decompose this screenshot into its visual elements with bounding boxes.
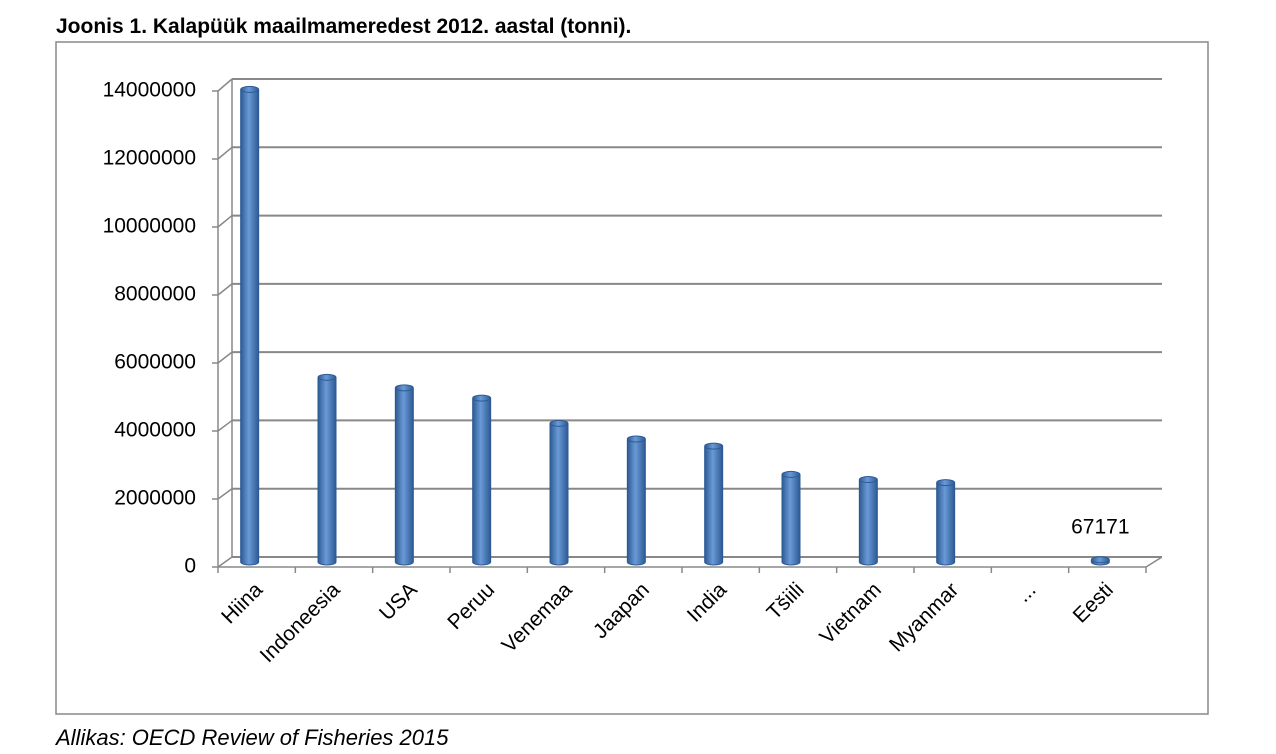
- x-tick-label: Peruu: [443, 578, 499, 634]
- bar: [626, 435, 646, 566]
- x-tick-label: Myanmar: [885, 578, 963, 656]
- y-tick-label: 8000000: [114, 283, 196, 306]
- y-tick-label: 4000000: [114, 419, 196, 442]
- x-tick-label: USA: [375, 578, 422, 625]
- bar: [394, 384, 414, 566]
- bar: [1090, 556, 1110, 566]
- source-note: Allikas: OECD Review of Fisheries 2015: [54, 725, 449, 750]
- grid-line-side: [217, 146, 233, 160]
- y-tick-label: 10000000: [103, 215, 196, 238]
- y-tick-label: 0: [184, 555, 196, 578]
- y-tick-label: 14000000: [103, 79, 196, 102]
- bar: [240, 85, 260, 566]
- y-tick-label: 12000000: [103, 147, 196, 170]
- bar: [858, 476, 878, 566]
- x-tick-label: Vietnam: [815, 578, 885, 648]
- x-tick-label: Venemaa: [498, 578, 577, 657]
- x-tick-label: Tšiili: [763, 578, 809, 624]
- y-tick-label: 2000000: [114, 487, 196, 510]
- bar: [549, 419, 569, 566]
- x-tick-label: Indoneesia: [256, 578, 345, 667]
- chart-frame: [55, 41, 1209, 715]
- grid-line-side: [217, 419, 233, 432]
- x-tick-label: ...: [1012, 578, 1041, 607]
- x-tick-label: Hiina: [217, 578, 267, 628]
- x-tick-label: India: [683, 578, 732, 627]
- data-label: 67171: [1071, 515, 1129, 538]
- bar: [704, 442, 724, 566]
- y-tick-label: 6000000: [114, 351, 196, 374]
- grid-line-side: [217, 283, 233, 296]
- floor-right: [1145, 556, 1163, 568]
- bar: [781, 470, 801, 566]
- grid-line-side: [217, 488, 233, 500]
- grid-line-side: [217, 78, 233, 92]
- grid-line-side: [217, 351, 233, 364]
- bar: [472, 394, 492, 566]
- x-tick-label: Eesti: [1069, 578, 1118, 627]
- x-tick-label: Jaapan: [589, 578, 654, 643]
- bar: [936, 479, 956, 566]
- bar: [317, 373, 337, 566]
- chart-title: Joonis 1. Kalapüük maailmameredest 2012.…: [56, 15, 631, 38]
- grid-line-side: [217, 556, 233, 568]
- grid-line-side: [217, 214, 233, 228]
